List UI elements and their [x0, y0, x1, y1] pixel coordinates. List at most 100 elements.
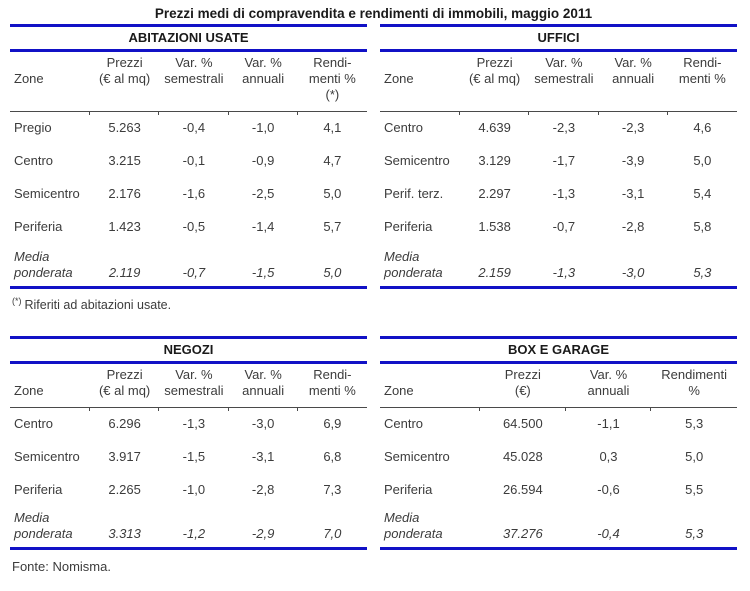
value-cell: 37.276 — [502, 525, 543, 541]
table-row: Periferia 1.538 -0,7 -2,8 5,8 — [380, 210, 737, 243]
zone-cell: Centro — [14, 152, 54, 168]
zone-cell: Semicentro — [14, 185, 80, 201]
column-header: Rendi- menti % — [666, 52, 737, 115]
header-row: Zone Prezzi (€ al mq) Var. % semestrali Var… — [10, 52, 367, 115]
table-row: Semicentro 3.917 -1,5 -3,1 6,8 — [10, 440, 367, 473]
value-cell: -0,1 — [182, 152, 206, 168]
zone-cell: Periferia — [384, 481, 433, 497]
value-cell: -1,2 — [182, 525, 206, 541]
value-cell: 6,9 — [323, 415, 342, 431]
table-section-negozi: NEGOZI Zone Prezzi (€ al mq) Var. % semest… — [10, 336, 367, 550]
column-header: Prezzi (€ al mq) — [88, 364, 160, 411]
data-table-negozi: Zone Prezzi (€ al mq) Var. % semestrali Var… — [10, 364, 367, 550]
table-row: Perif. terz. 2.297 -1,3 -3,1 5,4 — [380, 177, 737, 210]
value-cell: -0,5 — [182, 218, 206, 234]
value-cell: -2,8 — [251, 481, 275, 497]
zone-cell: Periferia — [14, 218, 63, 234]
column-header: Rendi- menti % — [296, 364, 367, 411]
panel-abitazioni-usate: ABITAZIONI USATE Zone Prezzi (€ al mq) Var… — [10, 24, 367, 312]
table-row: Media ponderata 3.313 -1,2 -2,9 7,0 — [10, 506, 367, 548]
zone-cell: Centro — [384, 415, 424, 431]
zone-cell: Centro — [14, 415, 54, 431]
table-row: Periferia 2.265 -1,0 -2,8 7,3 — [10, 473, 367, 506]
value-cell: 4,6 — [693, 119, 712, 135]
tables-grid: ABITAZIONI USATE Zone Prezzi (€ al mq) Var… — [10, 24, 737, 550]
value-cell: 5,3 — [685, 415, 704, 431]
table-row: Periferia 26.594 -0,6 5,5 — [380, 473, 737, 506]
table-row: Semicentro 3.129 -1,7 -3,9 5,0 — [380, 144, 737, 177]
column-header: Var. % annuali — [227, 52, 298, 115]
value-cell: 45.028 — [502, 448, 543, 464]
zone-cell: Media ponderata — [14, 509, 73, 541]
column-header: Zone — [380, 52, 460, 112]
value-cell: -2,9 — [251, 525, 275, 541]
table-row: Semicentro 45.028 0,3 5,0 — [380, 440, 737, 473]
table-row: Media ponderata 2.159 -1,3 -3,0 5,3 — [380, 243, 737, 287]
table-row: Media ponderata 2.119 -0,7 -1,5 5,0 — [10, 243, 367, 287]
zone-cell: Media ponderata — [384, 248, 443, 280]
value-cell: 6,8 — [323, 448, 342, 464]
value-cell: 5,7 — [323, 218, 342, 234]
zone-cell: Semicentro — [384, 152, 450, 168]
table-mount-negozi: Zone Prezzi (€ al mq) Var. % semestrali Var… — [10, 364, 367, 550]
value-cell: -1,5 — [182, 448, 206, 464]
table-mount-uffici: Zone Prezzi (€ al mq) Var. % semestrali Var… — [380, 52, 737, 289]
value-cell: 64.500 — [502, 415, 543, 431]
section-title-box-e-garage: BOX E GARAGE — [380, 339, 737, 364]
value-cell: 2.176 — [108, 185, 141, 201]
value-cell: 3.313 — [108, 525, 141, 541]
value-cell: -3,0 — [621, 264, 645, 280]
value-cell: 7,3 — [323, 481, 342, 497]
value-cell: -0,9 — [251, 152, 275, 168]
footnote-marker: (*) — [12, 295, 22, 306]
table-section-uffici: UFFICI Zone Prezzi (€ al mq) Var. % semest… — [380, 24, 737, 289]
column-header: Var. % semestrali — [158, 364, 229, 411]
value-cell: -1,0 — [182, 481, 206, 497]
value-cell: 5,4 — [693, 185, 712, 201]
value-cell: 5,0 — [323, 264, 342, 280]
section-title-abitazioni-usate: ABITAZIONI USATE — [10, 27, 367, 52]
value-cell: -3,9 — [621, 152, 645, 168]
table-row: Periferia 1.423 -0,5 -1,4 5,7 — [10, 210, 367, 243]
value-cell: 4,7 — [323, 152, 342, 168]
value-cell: 2.265 — [108, 481, 141, 497]
value-cell: 3.129 — [478, 152, 511, 168]
footnote: (*) Riferiti ad abitazioni usate. — [10, 296, 367, 312]
value-cell: -1,6 — [182, 185, 206, 201]
panel-box-e-garage: BOX E GARAGE Zone Prezzi (€) Var. % annual… — [380, 336, 737, 550]
header-row: Zone Prezzi (€) Var. % annuali Rendimenti % — [380, 364, 737, 411]
table-mount-abitazioni-usate: Zone Prezzi (€ al mq) Var. % semestrali Var… — [10, 52, 367, 289]
table-mount-box-e-garage: Zone Prezzi (€) Var. % annuali Rendimenti %… — [380, 364, 737, 550]
value-cell: -1,4 — [251, 218, 275, 234]
value-cell: 1.538 — [478, 218, 511, 234]
value-cell: 3.917 — [108, 448, 141, 464]
value-cell: 6.296 — [108, 415, 141, 431]
panel-negozi: NEGOZI Zone Prezzi (€ al mq) Var. % semest… — [10, 336, 367, 550]
value-cell: 5,3 — [685, 525, 704, 541]
value-cell: -0,4 — [597, 525, 620, 541]
value-cell: 26.594 — [502, 481, 543, 497]
column-header: Var. % annuali — [597, 52, 668, 115]
value-cell: 5,5 — [685, 481, 704, 497]
value-cell: -2,3 — [621, 119, 645, 135]
data-table-box-e-garage: Zone Prezzi (€) Var. % annuali Rendimenti %… — [380, 364, 737, 550]
value-cell: -1,3 — [552, 185, 576, 201]
footnote-text: Riferiti ad abitazioni usate. — [24, 297, 172, 312]
panel-uffici: UFFICI Zone Prezzi (€ al mq) Var. % semest… — [380, 24, 737, 289]
table-row: Centro 4.639 -2,3 -2,3 4,6 — [380, 111, 737, 144]
value-cell: 5,3 — [693, 264, 712, 280]
value-cell: -3,0 — [251, 415, 275, 431]
zone-cell: Perif. terz. — [384, 185, 444, 201]
value-cell: 2.119 — [108, 264, 141, 280]
zone-cell: Centro — [384, 119, 424, 135]
value-cell: 5,0 — [685, 448, 704, 464]
table-row: Centro 3.215 -0,1 -0,9 4,7 — [10, 144, 367, 177]
section-title-uffici: UFFICI — [380, 27, 737, 52]
column-header: Prezzi (€) — [479, 364, 566, 411]
value-cell: 4.639 — [478, 119, 511, 135]
zone-cell: Pregio — [14, 119, 52, 135]
zone-cell: Media ponderata — [384, 509, 443, 541]
table-row: Pregio 5.263 -0,4 -1,0 4,1 — [10, 111, 367, 144]
value-cell: -0,4 — [182, 119, 206, 135]
